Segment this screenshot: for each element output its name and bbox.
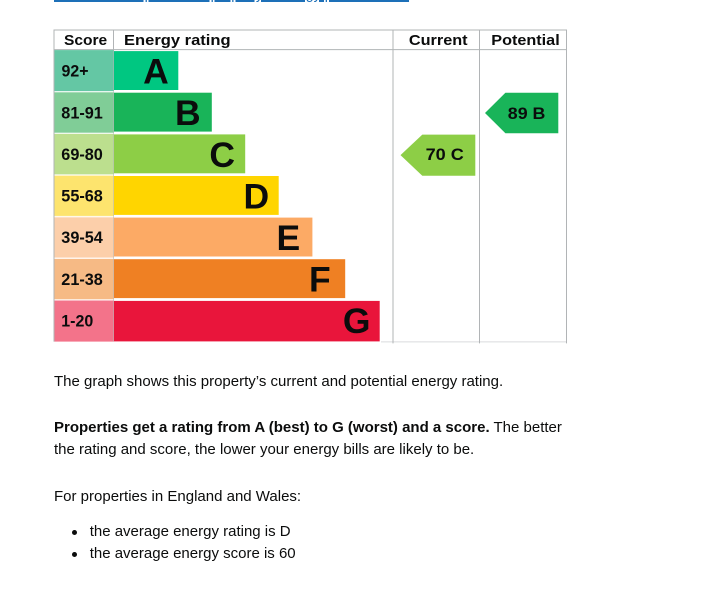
svg-text:21-38: 21-38	[61, 270, 103, 289]
svg-text:55-68: 55-68	[61, 187, 103, 206]
svg-text:Score: Score	[64, 32, 107, 49]
svg-text:F: F	[309, 260, 331, 300]
svg-text:Potential: Potential	[491, 32, 559, 49]
svg-text:E: E	[277, 218, 301, 258]
svg-text:1-20: 1-20	[61, 311, 93, 330]
svg-text:70 C: 70 C	[426, 146, 464, 164]
svg-text:Energy rating: Energy rating	[124, 32, 231, 49]
svg-text:Current: Current	[409, 32, 468, 49]
svg-text:B: B	[175, 93, 201, 133]
svg-text:69-80: 69-80	[61, 145, 103, 164]
svg-text:D: D	[243, 177, 269, 217]
svg-text:81-91: 81-91	[61, 103, 103, 122]
svg-text:89 B: 89 B	[508, 105, 546, 123]
svg-text:G: G	[343, 301, 371, 341]
svg-text:A: A	[143, 52, 169, 92]
svg-text:92+: 92+	[62, 62, 89, 81]
svg-text:C: C	[209, 135, 235, 175]
svg-text:39-54: 39-54	[61, 228, 103, 247]
